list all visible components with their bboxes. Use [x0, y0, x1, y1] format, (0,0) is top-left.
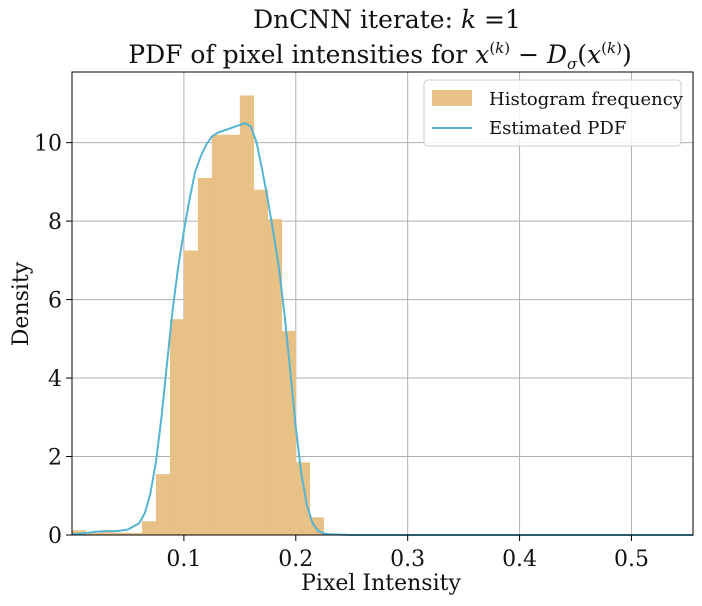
histogram-bar	[155, 474, 171, 535]
legend-histogram-label: Histogram frequency	[489, 89, 684, 110]
x-tick-label: 0.5	[614, 547, 649, 572]
histogram-bar	[85, 533, 101, 535]
legend-pdf-label: Estimated PDF	[489, 118, 626, 139]
y-axis-ticks: 0 2 4 6 8 10	[34, 132, 72, 549]
plot-frame	[71, 71, 694, 536]
histogram-bar	[197, 177, 213, 535]
histogram-bar	[72, 530, 87, 535]
histogram-bar	[239, 95, 255, 536]
y-tick-label: 8	[48, 210, 62, 235]
histogram-bar	[183, 250, 199, 535]
y-tick-label: 10	[34, 132, 62, 157]
histogram-bar	[225, 134, 241, 535]
histogram-bar	[169, 319, 185, 535]
histogram-bar	[127, 533, 143, 535]
x-tick-label: 0.2	[278, 547, 313, 572]
chart-title-line-2: PDF of pixel intensities for x(k) − Dσ(x…	[128, 39, 631, 73]
y-tick-label: 2	[48, 446, 62, 471]
histogram-bar	[113, 532, 129, 535]
title2-text: PDF of pixel intensities for	[128, 40, 475, 69]
y-axis-label: Density	[9, 261, 34, 346]
histogram-bar	[253, 189, 269, 536]
estimated-pdf-line	[71, 121, 693, 536]
histogram-bar	[99, 532, 115, 535]
title-suffix: =1	[476, 5, 521, 34]
x-axis-label: Pixel Intensity	[301, 571, 461, 596]
histogram-bar	[211, 134, 227, 535]
title-k: k	[461, 5, 476, 34]
histogram-bar	[281, 330, 297, 535]
y-tick-label: 0	[48, 524, 62, 549]
title-prefix: DnCNN iterate:	[253, 5, 461, 34]
x-tick-label: 0.4	[502, 547, 537, 572]
histogram-bars	[72, 95, 325, 536]
chart-title-line-1: DnCNN iterate: k =1	[253, 5, 521, 34]
legend-box	[423, 79, 682, 147]
histogram-bar	[141, 521, 157, 535]
x-axis-ticks: 0.1 0.2 0.3 0.4 0.5	[166, 535, 649, 572]
histogram-bar	[267, 219, 283, 535]
x-tick-label: 0.3	[390, 547, 425, 572]
histogram-bar	[309, 517, 325, 535]
y-tick-label: 6	[48, 289, 62, 314]
histogram-bar	[295, 462, 311, 535]
legend-histogram-swatch	[432, 90, 472, 106]
x-tick-label: 0.1	[166, 547, 201, 572]
y-tick-label: 4	[48, 367, 62, 392]
legend: Histogram frequency Estimated PDF	[423, 79, 684, 147]
